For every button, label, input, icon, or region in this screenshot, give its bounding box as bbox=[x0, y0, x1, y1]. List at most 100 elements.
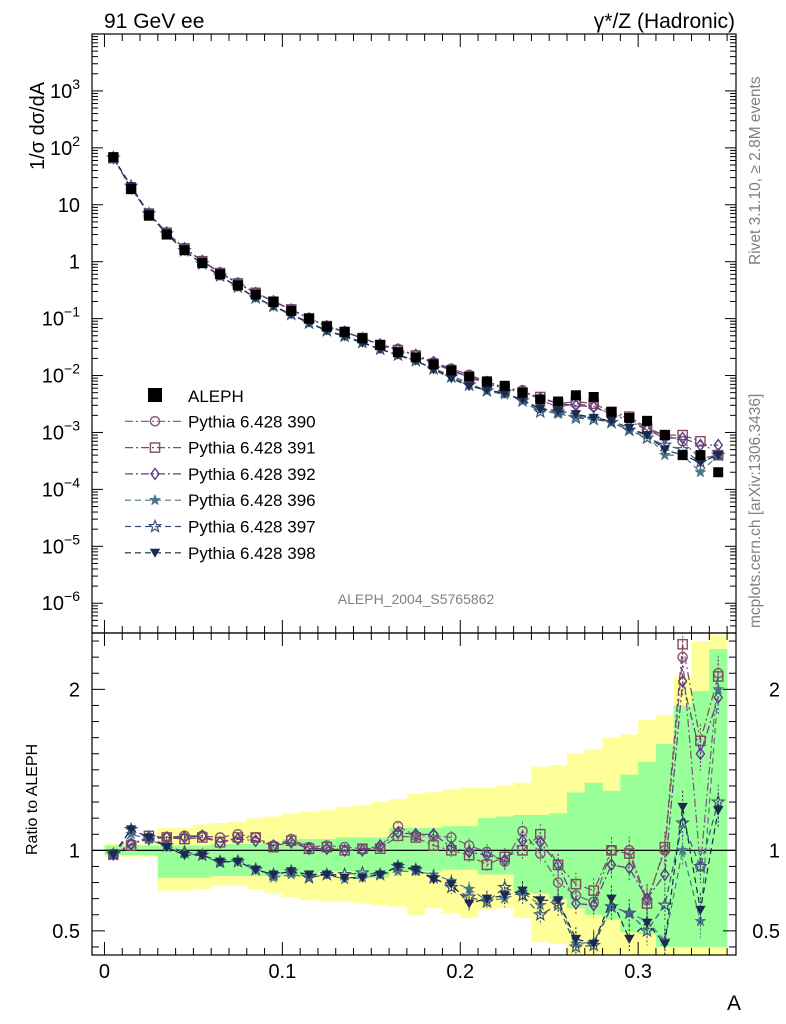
ratio-y-tick-label-right: 0.5 bbox=[752, 921, 780, 943]
ratio-series-point bbox=[677, 802, 688, 812]
ratio-series-point bbox=[499, 891, 510, 901]
ratio-series-point bbox=[375, 838, 386, 853]
ratio-series-point bbox=[621, 905, 637, 920]
ratio-series-point bbox=[659, 841, 671, 853]
main-y-tick-base: 10 bbox=[50, 138, 72, 160]
aleph-data-point bbox=[375, 340, 386, 351]
ratio-series-point bbox=[604, 898, 619, 914]
main-series-point bbox=[552, 406, 564, 416]
aleph-data-point bbox=[143, 210, 154, 221]
ratio-series-point bbox=[695, 747, 706, 761]
main-y-tick-label: 10−3 bbox=[42, 417, 80, 444]
main-y-tick-label: 10−4 bbox=[42, 474, 80, 501]
ratio-series-point bbox=[250, 865, 261, 875]
ratio-series-point bbox=[197, 851, 208, 861]
ratio-series-point bbox=[464, 845, 475, 859]
main-y-tick-base: 10 bbox=[42, 593, 64, 615]
legend-label: Pythia 6.428 391 bbox=[188, 439, 316, 458]
legend-label-aleph: ALEPH bbox=[188, 387, 244, 406]
main-y-tick-label: 1 bbox=[69, 252, 80, 274]
ratio-series-point bbox=[410, 865, 421, 875]
ratio-y-tick-label-right: 2 bbox=[769, 679, 780, 701]
main-series-point bbox=[606, 416, 617, 426]
aleph-data-point bbox=[357, 333, 368, 344]
aleph-data-point bbox=[499, 380, 510, 391]
aleph-data-point bbox=[481, 376, 492, 387]
ratio-series-line bbox=[112, 681, 719, 906]
legend-marker bbox=[149, 548, 161, 558]
ratio-series-point bbox=[143, 833, 155, 843]
aleph-data-point bbox=[713, 467, 724, 478]
ratio-series-point bbox=[693, 858, 708, 873]
ratio-series-point bbox=[535, 896, 546, 906]
ratio-series-line bbox=[113, 644, 719, 906]
ratio-series-point bbox=[657, 897, 673, 912]
ratio-series-point bbox=[571, 896, 581, 911]
ratio-series-point bbox=[250, 832, 261, 843]
main-y-tick-label: 10−1 bbox=[42, 304, 80, 331]
main-y-tick-label: 10−2 bbox=[42, 361, 80, 388]
aleph-data-point bbox=[321, 321, 332, 332]
aleph-data-point bbox=[588, 391, 599, 402]
aleph-data-point bbox=[535, 394, 546, 405]
legend-label: Pythia 6.428 390 bbox=[188, 412, 316, 431]
main-series-point bbox=[532, 404, 548, 419]
ratio-series-point bbox=[268, 838, 279, 853]
ratio-series-point bbox=[517, 833, 528, 848]
ratio-series-point bbox=[677, 674, 688, 688]
ratio-series-point bbox=[428, 827, 439, 841]
ratio-series-point bbox=[393, 825, 403, 840]
main-y-tick-label: 10−5 bbox=[42, 531, 80, 558]
ratio-series-point bbox=[623, 848, 635, 859]
main-series-point bbox=[677, 429, 688, 441]
main-y-tick-exponent: −6 bbox=[64, 588, 80, 604]
main-series-point bbox=[694, 465, 707, 478]
main-series-point bbox=[659, 445, 671, 455]
ratio-panel: 0.5 0.5 1 1 2 2 0 0.1 0.2 0.3 Ratio to ALEPH A bbox=[24, 632, 780, 1015]
ratio-series-point bbox=[710, 794, 726, 809]
aleph-data-point bbox=[517, 387, 528, 398]
ratio-series-point bbox=[713, 806, 724, 816]
main-series-point bbox=[446, 374, 457, 384]
ratio-series-point bbox=[339, 873, 350, 883]
ratio-plot-frame bbox=[91, 632, 737, 956]
ratio-series-point bbox=[588, 898, 599, 912]
ratio-series-point bbox=[161, 843, 172, 853]
main-y-tick-base: 1 bbox=[69, 252, 80, 274]
ratio-series-point bbox=[481, 894, 493, 904]
aleph-data-point bbox=[677, 450, 688, 461]
x-axis-label: A bbox=[727, 992, 741, 1015]
legend-marker bbox=[149, 442, 161, 453]
ratio-series-point bbox=[624, 861, 635, 875]
legend-marker bbox=[148, 493, 162, 506]
ratio-series-point bbox=[570, 934, 582, 944]
main-y-tick-label: 102 bbox=[50, 133, 80, 160]
main-y-tick-label: 103 bbox=[50, 76, 80, 103]
legend-marker bbox=[150, 467, 160, 481]
stat-uncertainty-band bbox=[157, 845, 176, 878]
aleph-data-point bbox=[392, 347, 403, 358]
ratio-series-point bbox=[179, 830, 190, 845]
aleph-data-point bbox=[268, 296, 279, 307]
aleph-data-point bbox=[250, 289, 261, 300]
ratio-series-point bbox=[339, 843, 350, 858]
ratio-series-point bbox=[321, 870, 333, 880]
main-y-tick-exponent: −1 bbox=[64, 304, 80, 320]
ratio-series-point bbox=[214, 857, 226, 867]
ratio-series-point bbox=[446, 880, 457, 890]
ratio-series-point bbox=[268, 870, 279, 880]
aleph-data-point bbox=[286, 305, 297, 316]
ratio-series-point bbox=[659, 867, 670, 882]
ratio-series-point bbox=[357, 843, 368, 858]
main-series-point bbox=[639, 430, 655, 445]
ratio-series-point bbox=[712, 682, 725, 695]
ratio-series-point bbox=[428, 875, 439, 885]
main-y-tick-exponent: 3 bbox=[72, 76, 80, 92]
main-series-point bbox=[695, 435, 706, 447]
legend-label: Pythia 6.428 392 bbox=[188, 465, 316, 484]
main-series-point bbox=[624, 423, 635, 433]
ratio-series-point bbox=[286, 835, 297, 849]
ratio-series-point bbox=[374, 843, 386, 855]
ratio-y-axis-label: Ratio to ALEPH bbox=[24, 744, 41, 855]
